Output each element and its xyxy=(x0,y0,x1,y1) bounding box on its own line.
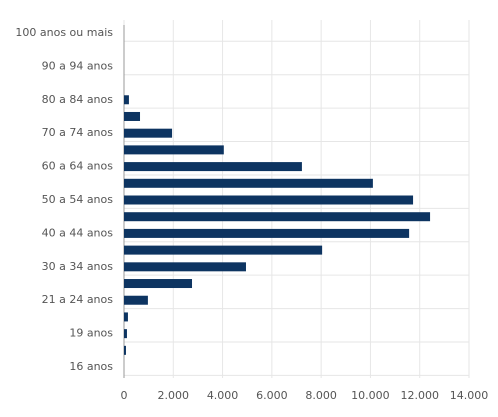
y-tick-label: 50 a 54 anos xyxy=(42,193,114,206)
x-tick-label: 4.000 xyxy=(207,389,239,402)
x-tick-label: 12.000 xyxy=(400,389,439,402)
bar xyxy=(124,162,302,172)
bar xyxy=(124,195,414,205)
y-tick-label: 80 a 84 anos xyxy=(42,93,114,106)
y-tick-label: 30 a 34 anos xyxy=(42,260,114,273)
y-tick-label: 70 a 74 anos xyxy=(42,126,114,139)
x-tick-label: 0 xyxy=(121,389,128,402)
bar xyxy=(124,245,323,255)
bar xyxy=(124,178,373,188)
x-tick-label: 14.000 xyxy=(450,389,489,402)
y-tick-label: 60 a 64 anos xyxy=(42,160,114,173)
bar xyxy=(124,145,224,155)
bar xyxy=(124,262,246,272)
y-tick-label: 21 a 24 anos xyxy=(42,293,114,306)
x-tick-label: 10.000 xyxy=(351,389,390,402)
y-tick-label: 16 anos xyxy=(69,360,113,373)
x-tick-label: 2.000 xyxy=(158,389,190,402)
bar xyxy=(124,329,127,339)
bar xyxy=(124,128,173,138)
y-tick-label: 90 a 94 anos xyxy=(42,59,114,72)
bar xyxy=(124,345,126,355)
bar xyxy=(124,279,193,289)
y-tick-label: 100 anos ou mais xyxy=(15,26,113,39)
y-tick-label: 40 a 44 anos xyxy=(42,226,114,239)
bar xyxy=(124,212,431,222)
bar xyxy=(124,228,410,238)
bar xyxy=(124,111,141,121)
bar xyxy=(124,312,128,322)
x-tick-label: 6.000 xyxy=(256,389,288,402)
x-tick-label: 8.000 xyxy=(305,389,337,402)
bar xyxy=(124,95,129,105)
bar xyxy=(124,295,148,305)
y-tick-label: 19 anos xyxy=(69,327,113,340)
